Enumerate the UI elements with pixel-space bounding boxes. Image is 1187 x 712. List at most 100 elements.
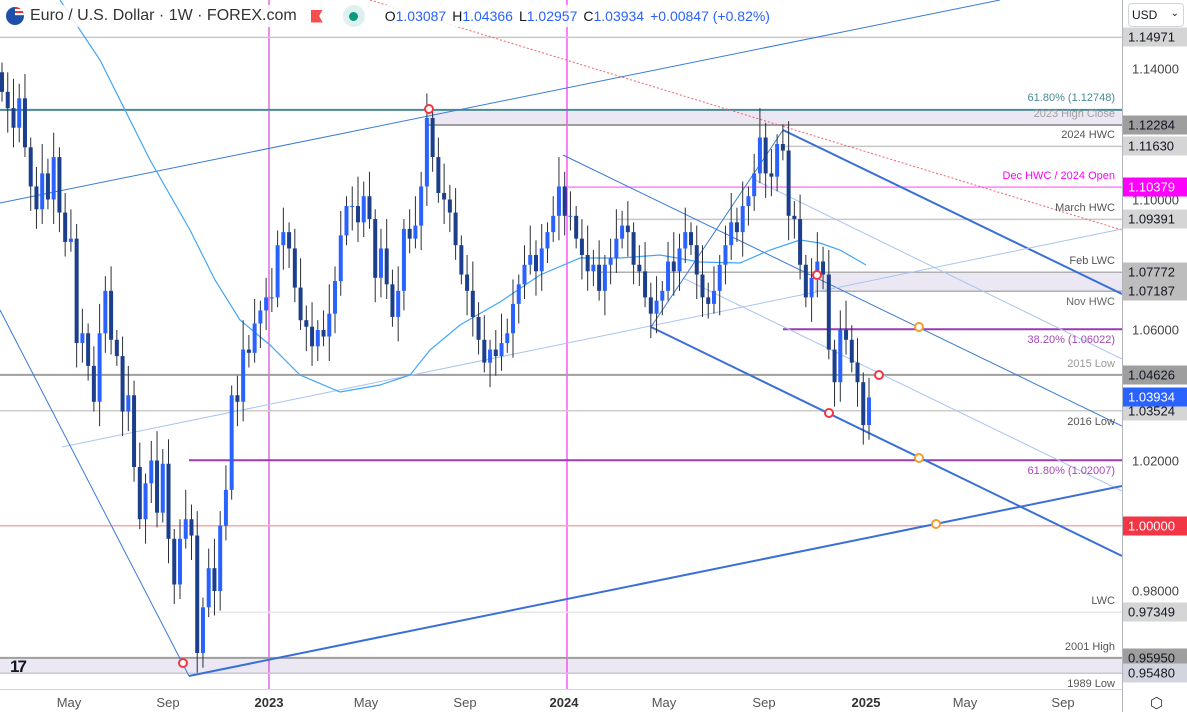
tradingview-logo[interactable]: 17 (10, 657, 27, 676)
candle[interactable] (206, 548, 211, 618)
currency-selector[interactable]: USD ⌄ (1128, 3, 1184, 27)
time-axis[interactable]: May Sep 2023 May Sep 2024 May Sep 2025 May Sep (0, 689, 1122, 712)
candle[interactable] (798, 194, 803, 280)
price-chart[interactable] (0, 0, 1122, 689)
candle[interactable] (769, 148, 774, 197)
candle[interactable] (57, 147, 62, 233)
candle[interactable] (172, 529, 177, 605)
candle[interactable] (361, 181, 366, 238)
candle[interactable] (212, 538, 217, 616)
candle[interactable] (310, 302, 315, 366)
candle[interactable] (700, 245, 705, 317)
candle[interactable] (574, 206, 579, 249)
candle[interactable] (671, 232, 676, 296)
candle[interactable] (91, 346, 96, 412)
candle[interactable] (338, 210, 343, 296)
candle[interactable] (666, 241, 671, 301)
candle[interactable] (861, 372, 866, 445)
candle[interactable] (602, 254, 607, 316)
candle[interactable] (114, 330, 119, 366)
candle[interactable] (195, 511, 200, 673)
channel-light-line-1[interactable] (754, 179, 1122, 360)
candle[interactable] (493, 330, 498, 376)
candle[interactable] (533, 240, 538, 296)
candle[interactable] (729, 192, 734, 260)
candle[interactable] (126, 365, 131, 432)
candle[interactable] (241, 320, 246, 422)
candle[interactable] (103, 276, 108, 353)
candle[interactable] (562, 171, 567, 236)
candle[interactable] (757, 108, 762, 184)
candle[interactable] (350, 186, 355, 231)
candle[interactable] (0, 62, 4, 102)
candle[interactable] (442, 163, 447, 224)
candle[interactable] (459, 235, 464, 285)
candle[interactable] (620, 210, 625, 249)
candle[interactable] (258, 300, 263, 348)
candle[interactable] (390, 269, 395, 327)
candle[interactable] (689, 222, 694, 255)
candle[interactable] (505, 318, 510, 353)
channel-mid-line[interactable] (562, 154, 1122, 427)
candle[interactable] (155, 431, 160, 528)
candle[interactable] (137, 442, 142, 530)
candle[interactable] (608, 238, 613, 285)
candle[interactable] (734, 207, 739, 242)
candle[interactable] (177, 519, 182, 600)
candle[interactable] (740, 181, 745, 257)
candle[interactable] (545, 222, 550, 264)
candle[interactable] (189, 504, 194, 561)
candle[interactable] (568, 191, 573, 231)
candle[interactable] (45, 158, 50, 210)
candle[interactable] (407, 209, 412, 254)
candle[interactable] (252, 299, 257, 363)
candle[interactable] (333, 266, 338, 334)
symbol-title[interactable]: Euro / U.S. Dollar · 1W · FOREX.com (30, 7, 297, 24)
flag-icon[interactable] (310, 9, 323, 23)
candle[interactable] (556, 157, 561, 241)
candle[interactable] (551, 196, 556, 242)
candle[interactable] (68, 209, 73, 252)
candle[interactable] (706, 282, 711, 319)
candle[interactable] (292, 228, 297, 303)
candle[interactable] (275, 230, 280, 308)
candle[interactable] (166, 439, 171, 564)
candle[interactable] (780, 124, 785, 161)
candle[interactable] (654, 276, 659, 334)
candle[interactable] (809, 258, 814, 322)
candle[interactable] (304, 305, 309, 352)
candle[interactable] (625, 201, 630, 257)
candle[interactable] (63, 192, 68, 257)
candle[interactable] (522, 245, 527, 300)
candle[interactable] (516, 274, 521, 324)
candle[interactable] (470, 261, 475, 337)
candle[interactable] (436, 137, 441, 203)
candle[interactable] (269, 268, 274, 313)
candle[interactable] (723, 225, 728, 285)
candle[interactable] (120, 336, 125, 437)
candle[interactable] (430, 108, 435, 172)
candle[interactable] (752, 153, 757, 211)
candle[interactable] (264, 277, 269, 330)
candle[interactable] (200, 597, 205, 668)
candle[interactable] (648, 282, 653, 339)
channel-light-line-2[interactable] (682, 277, 1122, 492)
candle[interactable] (447, 184, 452, 233)
candle[interactable] (482, 315, 487, 373)
candle[interactable] (803, 254, 808, 308)
candle[interactable] (34, 166, 39, 229)
candle[interactable] (367, 171, 372, 229)
candle[interactable] (815, 232, 820, 298)
candle[interactable] (17, 83, 22, 143)
candle[interactable] (51, 132, 56, 224)
market-open-status-icon[interactable] (342, 5, 365, 27)
candle[interactable] (717, 254, 722, 316)
candle[interactable] (373, 209, 378, 303)
candle[interactable] (160, 449, 165, 523)
candle[interactable] (183, 489, 188, 549)
candle[interactable] (539, 223, 544, 291)
candle[interactable] (511, 279, 516, 358)
candle[interactable] (677, 233, 682, 291)
candle[interactable] (86, 323, 91, 381)
candle[interactable] (378, 228, 383, 298)
